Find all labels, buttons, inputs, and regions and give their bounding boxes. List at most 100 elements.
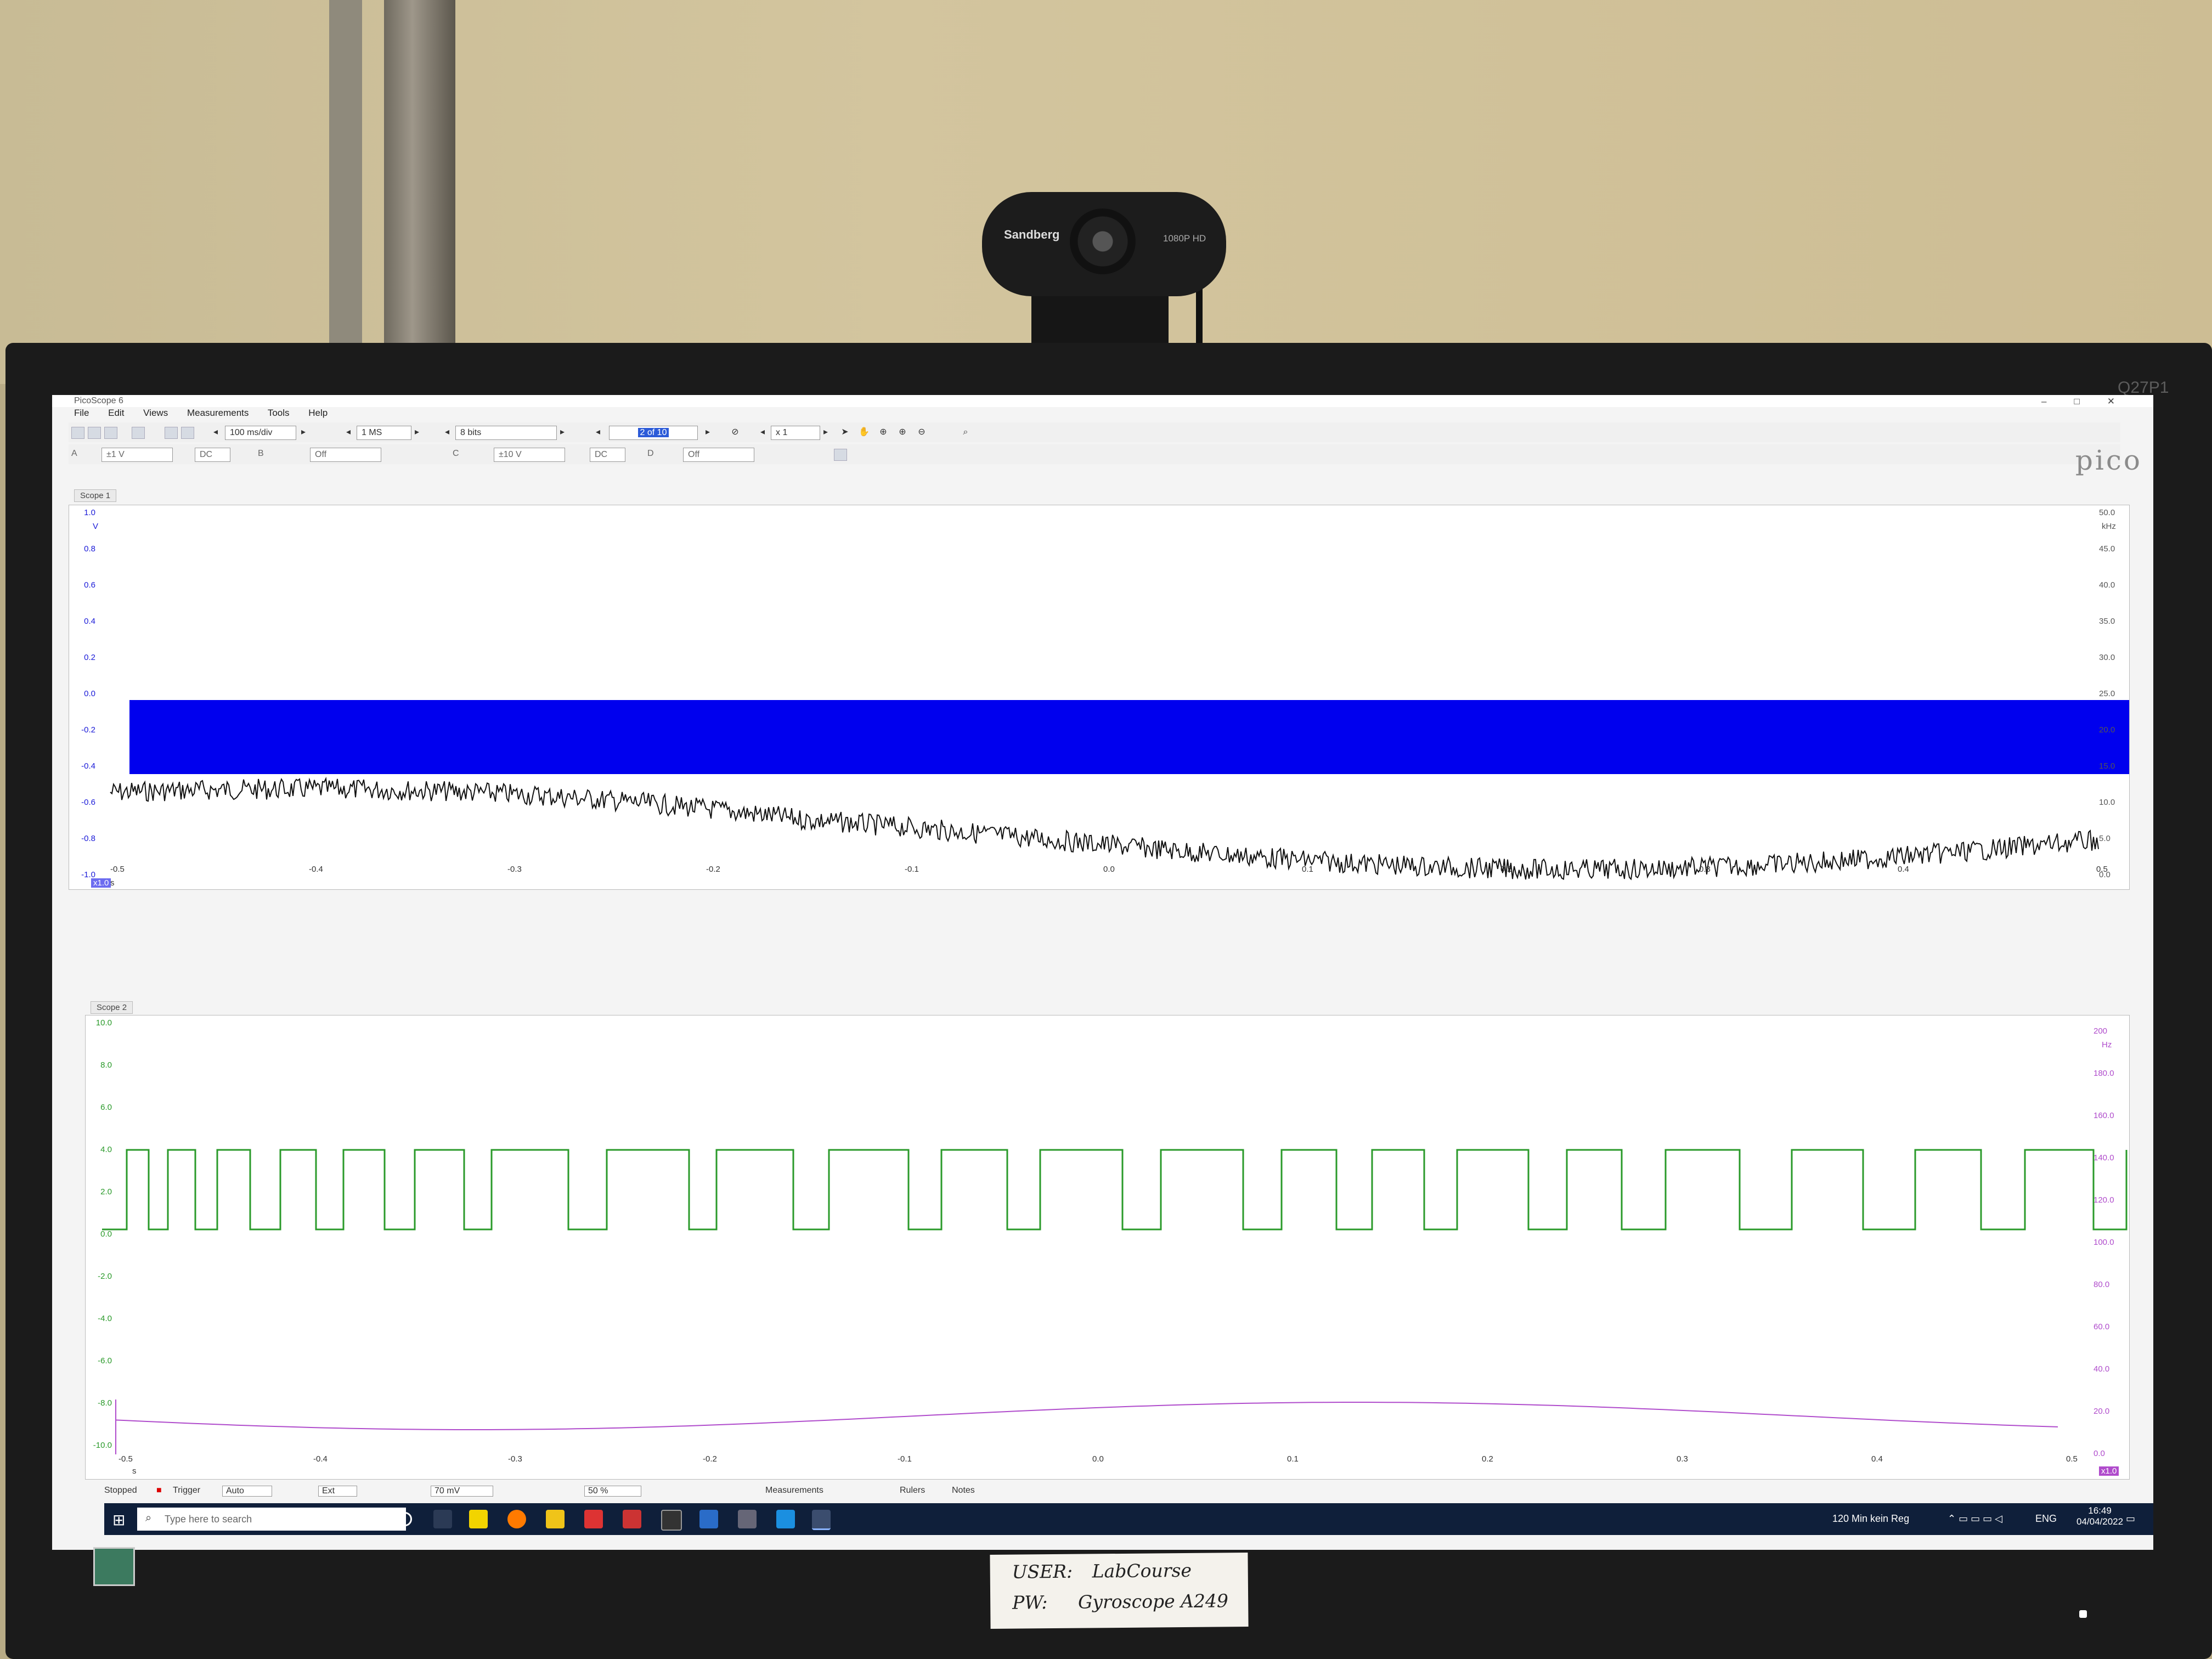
trigger-source-select[interactable]: Ext: [318, 1486, 358, 1497]
hand-tool-icon[interactable]: ✋: [859, 427, 870, 437]
samples-next-icon[interactable]: ▸: [414, 427, 420, 437]
clock-time: 16:49: [2088, 1505, 2112, 1516]
channel-b-range[interactable]: Off: [310, 448, 381, 462]
maximize-button[interactable]: □: [2074, 396, 2107, 407]
trigger-label: Trigger: [173, 1486, 201, 1495]
scope-1-volt-label-1: 0.8: [84, 544, 95, 554]
math-channel-icon[interactable]: [834, 449, 847, 461]
snipping-tool-icon[interactable]: [738, 1510, 757, 1528]
note-pw-label: PW:: [1012, 1592, 1048, 1613]
menu-file[interactable]: File: [74, 408, 89, 418]
menu-edit[interactable]: Edit: [108, 408, 125, 418]
zoom-area-icon[interactable]: ⊕: [899, 427, 906, 437]
taskbar-search-input[interactable]: Type here to search: [137, 1508, 406, 1531]
scope-1-volt-label-10: -1.0: [81, 870, 95, 879]
resolution-select[interactable]: 8 bits: [455, 426, 557, 440]
persistence-mode-icon[interactable]: [88, 427, 101, 439]
copy-icon[interactable]: [132, 427, 145, 439]
menu-measurements[interactable]: Measurements: [187, 408, 249, 418]
samples-prev-icon[interactable]: ◂: [346, 427, 351, 437]
menu-views[interactable]: Views: [143, 408, 168, 418]
pretrigger-field[interactable]: 50 %: [584, 1486, 642, 1497]
scope-2-volt-label-4: 2.0: [100, 1187, 112, 1197]
task-view-icon[interactable]: [433, 1510, 452, 1528]
scope-1-view[interactable]: 1.0 0.8 0.6 0.4 0.2 0.0 -0.2 -0.4 -0.6 -0.8 -1.0 5…: [69, 505, 2130, 890]
channel-a-coupling[interactable]: DC: [195, 448, 230, 462]
windows-start-icon[interactable]: ⊞: [112, 1511, 126, 1528]
channel-c-coupling[interactable]: DC: [590, 448, 625, 462]
zoom-out-icon[interactable]: ⊖: [918, 427, 926, 437]
zoom-factor-field[interactable]: x 1: [771, 426, 820, 440]
scope-2-hz-unit: Hz: [2102, 1040, 2112, 1049]
settings-tool-icon[interactable]: [584, 1510, 603, 1528]
pointer-tool-icon[interactable]: ➤: [841, 427, 849, 437]
clock[interactable]: 16:49 04/04/2022: [2076, 1505, 2123, 1527]
trigger-mode-select[interactable]: Auto: [222, 1486, 272, 1497]
resolution-prev-icon[interactable]: ◂: [444, 427, 450, 437]
resolution-next-icon[interactable]: ▸: [560, 427, 565, 437]
close-button[interactable]: ✕: [2107, 396, 2142, 407]
stop-icon[interactable]: ■: [156, 1486, 162, 1495]
sticky-notes-icon[interactable]: [469, 1510, 488, 1528]
probe-icon[interactable]: [165, 427, 178, 439]
zoom-next-icon[interactable]: ▸: [823, 427, 828, 437]
scope-2-seconds-unit: s: [132, 1466, 137, 1476]
scope-1-volt-label-7: -0.4: [81, 761, 95, 771]
timebase-prev-icon[interactable]: ◂: [213, 427, 218, 437]
spectrum-mode-icon[interactable]: [104, 427, 117, 439]
scope-1-volt-label-0: 1.0: [84, 508, 95, 517]
firefox-icon[interactable]: [507, 1510, 526, 1528]
menu-help[interactable]: Help: [308, 408, 328, 418]
trigger-threshold-field[interactable]: 70 mV: [431, 1486, 494, 1497]
timebase-select[interactable]: 100 ms/div: [225, 426, 296, 440]
tab-scope-2[interactable]: Scope 2: [91, 1001, 133, 1014]
tray-icons[interactable]: ⌃ ▭ ▭ ▭ ◁: [1948, 1513, 2002, 1524]
home-icon[interactable]: [181, 427, 194, 439]
channel-a-range[interactable]: ±1 V: [101, 448, 173, 462]
file-explorer-icon[interactable]: [546, 1510, 565, 1528]
scope-1-khz-label-8: 10.0: [2099, 798, 2115, 807]
scope-2-view[interactable]: 10.0 8.0 6.0 4.0 2.0 0.0 -2.0 -4.0 -6.0 -8.0 -10.0…: [85, 1015, 2130, 1480]
matlab-app-icon[interactable]: [776, 1510, 795, 1528]
image-app-icon[interactable]: [699, 1510, 718, 1528]
minimize-button[interactable]: –: [2041, 396, 2074, 407]
scope-1-time-label-7: 0.2: [1500, 865, 1512, 874]
menu-tools[interactable]: Tools: [267, 408, 290, 418]
scope-1-seconds-unit: s: [110, 878, 115, 888]
capture-buffer-field[interactable]: 2 of 10: [609, 426, 698, 440]
cortana-icon[interactable]: [398, 1512, 412, 1526]
timebase-next-icon[interactable]: ▸: [301, 427, 306, 437]
capture-next-icon[interactable]: ▸: [705, 427, 710, 437]
buffer-navigator-icon[interactable]: ⊘: [731, 427, 739, 437]
scope-2-time-label-2: -0.3: [508, 1454, 522, 1464]
scope-1-time-label-4: -0.1: [905, 865, 919, 874]
zoom-in-icon[interactable]: ⊕: [879, 427, 887, 437]
scope-1-time-label-9: 0.4: [1898, 865, 1909, 874]
scope-1-khz-label-6: 20.0: [2099, 725, 2115, 735]
terminal-icon[interactable]: [661, 1510, 682, 1531]
scope-2-volt-label-0: 10.0: [95, 1018, 112, 1028]
gear-app-icon[interactable]: [623, 1510, 641, 1528]
scope-2-time-label-4: -0.1: [898, 1454, 912, 1464]
weather-status[interactable]: 120 Min kein Reg: [1832, 1513, 1910, 1524]
capture-prev-icon[interactable]: ◂: [595, 427, 601, 437]
scope-mode-icon[interactable]: [71, 427, 84, 439]
scope-2-hz-label-2: 160.0: [2094, 1111, 2114, 1120]
note-user-label: USER:: [1012, 1560, 1073, 1583]
picoscope-taskbar-icon[interactable]: [812, 1510, 831, 1530]
tab-scope-1[interactable]: Scope 1: [74, 489, 117, 502]
input-language[interactable]: ENG: [2035, 1513, 2057, 1524]
measurements-button[interactable]: Measurements: [765, 1486, 823, 1495]
scope-1-khz-unit: kHz: [2102, 522, 2116, 531]
scope-2-time-label-10: 0.5: [2066, 1454, 2078, 1464]
channel-d-range[interactable]: Off: [683, 448, 754, 462]
zoom-fit-icon[interactable]: ⌕: [963, 427, 968, 437]
samples-select[interactable]: 1 MS: [357, 426, 411, 440]
notifications-icon[interactable]: ▭: [2126, 1513, 2136, 1524]
rulers-button[interactable]: Rulers: [900, 1486, 926, 1495]
door-post: [384, 0, 455, 384]
zoom-prev-icon[interactable]: ◂: [760, 427, 765, 437]
main-toolbar: ◂ 100 ms/div ▸ ◂ 1 MS ▸ ◂ 8 bits ▸ ◂ 2 o…: [69, 422, 2120, 442]
notes-button[interactable]: Notes: [952, 1486, 975, 1495]
channel-c-range[interactable]: ±10 V: [494, 448, 565, 462]
